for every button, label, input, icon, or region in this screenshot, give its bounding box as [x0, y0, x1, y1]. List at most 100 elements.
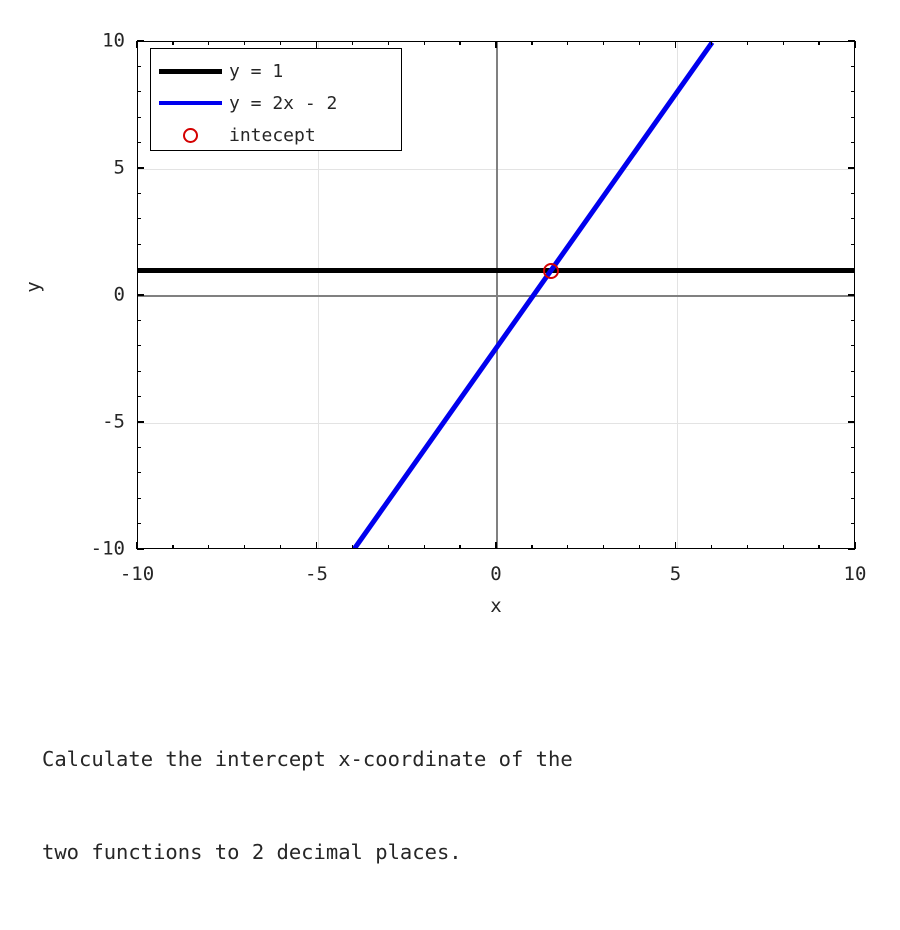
x-axis-tick-label: 10	[843, 563, 867, 585]
x-axis-tick-label: 0	[490, 563, 502, 585]
y-axis-minor-tick	[851, 345, 855, 347]
matplotlib-figure: x y y = 1 y = 2x - 2 intecept Calculate …	[22, 29, 867, 864]
x-axis-minor-tick	[172, 545, 174, 549]
legend-item-label: y = 2x - 2	[229, 92, 338, 114]
y-axis-major-tick	[137, 421, 144, 423]
x-axis-minor-tick	[279, 545, 282, 549]
y-axis-zero-line	[496, 42, 498, 548]
y-axis-minor-tick	[137, 472, 141, 474]
x-axis-minor-tick	[387, 41, 389, 45]
legend-item-y-equals-2x-minus-2[interactable]: y = 2x - 2	[151, 87, 401, 119]
x-axis-minor-tick	[208, 545, 210, 549]
y-axis-minor-tick	[137, 218, 141, 220]
question-caption: Calculate the intercept x-coordinate of …	[42, 682, 573, 930]
x-axis-minor-tick	[567, 41, 569, 45]
y-axis-tick-label: -10	[90, 537, 125, 560]
y-axis-minor-tick	[137, 395, 141, 398]
chart-legend[interactable]: y = 1 y = 2x - 2 intecept	[150, 48, 402, 151]
x-axis-minor-tick	[567, 545, 569, 549]
y-axis-minor-tick	[137, 446, 141, 449]
x-axis-minor-tick	[279, 41, 282, 45]
y-axis-major-tick	[848, 294, 855, 296]
y-axis-minor-tick	[137, 116, 141, 118]
x-axis-major-tick	[315, 542, 318, 549]
y-axis-minor-tick	[851, 472, 855, 474]
x-axis-minor-tick	[603, 545, 605, 549]
x-axis-major-tick	[854, 542, 856, 549]
caption-line-1: Calculate the intercept x-coordinate of …	[42, 747, 573, 771]
x-axis-minor-tick	[710, 545, 713, 549]
y-axis-major-tick	[137, 167, 144, 169]
gridline-horizontal	[138, 423, 854, 424]
x-axis-label-text: x	[490, 595, 502, 617]
x-axis-minor-tick	[387, 545, 389, 549]
red-circle-marker-icon	[151, 127, 229, 143]
x-axis-major-tick	[854, 41, 856, 48]
blue-line-swatch-icon	[151, 100, 229, 106]
y-axis-major-tick	[848, 421, 855, 423]
x-axis-minor-tick	[244, 41, 246, 45]
x-axis-minor-tick	[746, 41, 748, 45]
intercept-marker	[542, 262, 559, 279]
x-axis-minor-tick	[746, 545, 748, 549]
y-axis-major-tick	[848, 40, 855, 42]
gridline-vertical	[317, 42, 319, 548]
y-axis-minor-tick	[851, 370, 855, 372]
x-axis-minor-tick	[351, 545, 354, 549]
y-axis-minor-tick	[137, 497, 141, 499]
y-axis-minor-tick	[851, 395, 855, 398]
y-axis-minor-tick	[851, 497, 855, 499]
x-axis-minor-tick	[638, 41, 641, 45]
x-axis-minor-tick	[531, 41, 533, 45]
y-axis-minor-tick	[137, 522, 141, 525]
black-line-swatch-icon	[151, 68, 229, 74]
x-axis-minor-tick	[459, 545, 461, 549]
x-axis-minor-tick	[244, 545, 246, 549]
y-axis-minor-tick	[851, 522, 855, 525]
y-axis-minor-tick	[851, 243, 855, 245]
x-axis-minor-tick	[638, 545, 641, 549]
legend-item-intercept[interactable]: intecept	[151, 119, 401, 151]
x-axis-minor-tick	[208, 41, 210, 45]
y-axis-minor-tick	[137, 319, 141, 322]
y-axis-minor-tick	[137, 243, 141, 245]
x-axis-minor-tick	[172, 41, 174, 45]
y-axis-tick-label: 10	[102, 29, 125, 52]
y-axis-tick-label: -5	[102, 410, 125, 433]
x-axis-major-tick	[315, 41, 318, 48]
x-axis-minor-tick	[710, 41, 713, 45]
y-axis-major-tick	[137, 294, 144, 296]
x-axis-major-tick	[674, 41, 677, 48]
gridline-vertical	[676, 42, 678, 548]
series-line-y-equals-1	[138, 268, 854, 274]
x-axis-minor-tick	[782, 545, 784, 549]
x-axis-major-tick	[495, 41, 497, 48]
y-axis-minor-tick	[137, 345, 141, 347]
legend-item-label: y = 1	[229, 60, 284, 82]
x-axis-tick-label: -10	[119, 563, 155, 585]
y-axis-minor-tick	[851, 65, 855, 68]
y-axis-tick-label: 5	[113, 156, 125, 179]
x-axis-major-tick	[136, 542, 138, 549]
y-axis-major-tick	[137, 548, 144, 550]
y-axis-minor-tick	[137, 141, 141, 144]
y-axis-tick-label: 0	[113, 283, 125, 306]
x-axis-major-tick	[136, 41, 138, 48]
gridline-horizontal	[138, 169, 854, 170]
x-axis-tick-label: -5	[305, 563, 328, 585]
x-axis-minor-tick	[423, 41, 425, 45]
caption-line-2: two functions to 2 decimal places.	[42, 840, 462, 864]
x-axis-minor-tick	[603, 41, 605, 45]
x-axis-minor-tick	[351, 41, 354, 45]
y-axis-minor-tick	[137, 192, 141, 195]
x-axis-minor-tick	[818, 545, 820, 549]
y-axis-minor-tick	[851, 218, 855, 220]
y-axis-minor-tick	[851, 141, 855, 144]
legend-item-y-equals-1[interactable]: y = 1	[151, 55, 401, 87]
x-axis-major-tick	[495, 542, 497, 549]
y-axis-minor-tick	[851, 446, 855, 449]
x-axis-label: x	[137, 595, 855, 617]
y-axis-minor-tick	[851, 268, 855, 271]
x-axis-minor-tick	[782, 41, 784, 45]
y-axis-label: y	[22, 281, 45, 293]
